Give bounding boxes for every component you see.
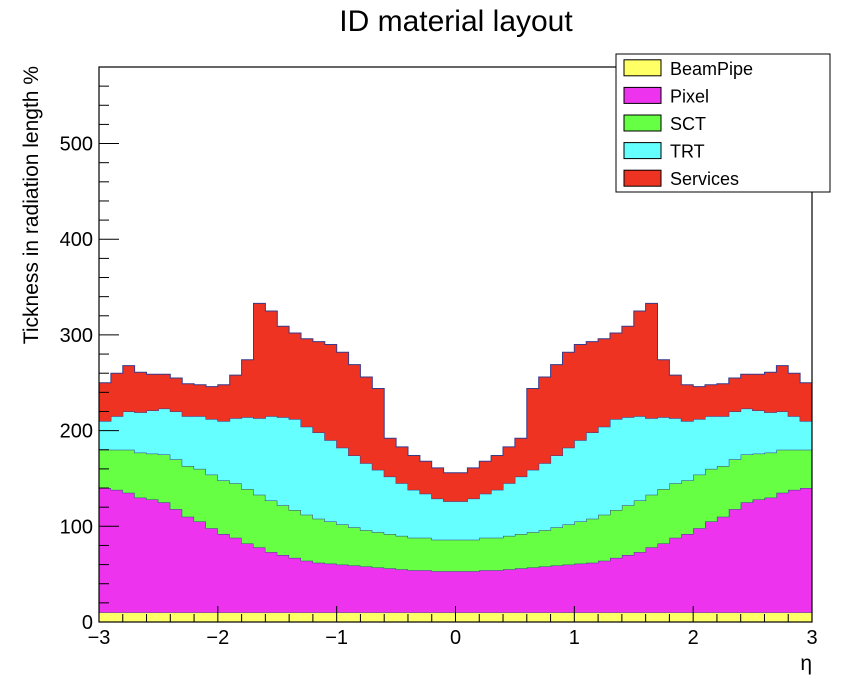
legend-swatch-pixel bbox=[623, 86, 662, 104]
series-area-services bbox=[99, 303, 812, 502]
series-area-pixel bbox=[99, 488, 812, 613]
x-tick-label: −1 bbox=[325, 627, 348, 649]
series-outline-services bbox=[99, 302, 812, 474]
x-tick-label: −2 bbox=[206, 627, 229, 649]
axis-ticks: 0 100 200 300 400 500 −3 −2 −1 0 1 2 3 bbox=[60, 66, 818, 649]
legend-swatch-trt bbox=[623, 142, 662, 160]
x-tick-label: 0 bbox=[450, 627, 461, 649]
legend-label-sct: SCT bbox=[670, 114, 706, 134]
chart-title: ID material layout bbox=[339, 5, 573, 38]
x-tick-label: 2 bbox=[688, 627, 699, 649]
x-axis-title: η bbox=[800, 652, 812, 675]
y-tick-label: 100 bbox=[60, 516, 93, 538]
x-tick-label: 3 bbox=[806, 627, 817, 649]
legend-label-services: Services bbox=[670, 169, 739, 189]
y-tick-label: 0 bbox=[82, 612, 93, 634]
legend-label-pixel: Pixel bbox=[670, 86, 709, 106]
legend-label-beampipe: BeamPipe bbox=[670, 59, 753, 79]
series-area-sct bbox=[99, 449, 812, 572]
y-tick-label: 400 bbox=[60, 229, 93, 251]
y-tick-label: 200 bbox=[60, 421, 93, 443]
legend: BeamPipe Pixel SCT TRT Services bbox=[615, 53, 831, 193]
x-tick-label: −3 bbox=[88, 627, 111, 649]
legend-swatch-sct bbox=[623, 114, 662, 132]
y-axis-title: Tickness in radiation length % bbox=[20, 66, 43, 344]
y-tick-label: 500 bbox=[60, 134, 93, 156]
stacked-series-areas bbox=[99, 302, 812, 622]
legend-swatch-services bbox=[623, 169, 662, 187]
series-area-trt bbox=[99, 408, 812, 540]
legend-swatch-beampipe bbox=[623, 59, 662, 77]
x-tick-label: 1 bbox=[569, 627, 580, 649]
y-tick-label: 300 bbox=[60, 325, 93, 347]
legend-label-trt: TRT bbox=[670, 142, 705, 162]
